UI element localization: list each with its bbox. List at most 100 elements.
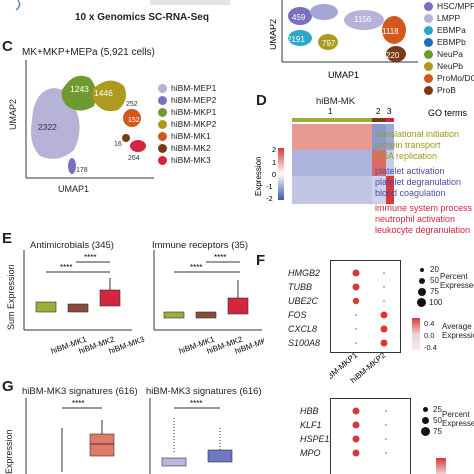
axis-label: UMAP1: [328, 70, 359, 80]
cluster-mk2: [122, 134, 130, 142]
dot: [355, 342, 357, 344]
top-right-umap: 459 1156 2191 797 1118 220 UMAP2 UMAP1: [270, 0, 418, 80]
go-term: protein transport: [375, 140, 441, 150]
color-legend-title: Average Expression: [442, 322, 474, 340]
panel-e-title-1: Antimicrobials (345): [30, 240, 114, 251]
cluster-count: 264: [128, 155, 140, 162]
legend-label: hiBM-MK1: [171, 131, 211, 141]
group-label: 1: [328, 108, 333, 116]
cluster-mk1: [123, 109, 141, 127]
dotplot-bottom: [330, 398, 411, 474]
panel-g-boxplots: **** ****: [25, 398, 233, 474]
gene-label: MPO: [300, 448, 321, 458]
cluster-count: 152: [128, 117, 140, 124]
cluster-mkp2: [92, 80, 126, 112]
gene-label: TUBB: [288, 282, 313, 292]
legend-label: hiBM-MEP1: [171, 83, 217, 93]
dotplot-top-xlabels: hiBM-MKP1 hiBM-MKP2: [330, 352, 388, 385]
colorbar: [278, 148, 284, 200]
cluster-mk3: [130, 140, 146, 152]
color-legend-bar-bottom: [436, 458, 446, 474]
significance: ****: [214, 253, 226, 262]
go-term: neutrophil activation: [375, 214, 456, 224]
color-tick: -0.4: [424, 343, 437, 352]
gene-list-top: HMGB2 TUBB UBE2C FOS CXCL8 S100A8: [288, 266, 320, 350]
cluster-mkp1: [61, 75, 97, 111]
significance: ****: [190, 399, 202, 408]
panel-c-legend: hiBM-MEP1 hiBM-MEP2 hiBM-MKP1 hiBM-MKP2 …: [158, 82, 216, 166]
size-legend: 20 50 75 100: [416, 264, 442, 308]
cluster-count: 797: [322, 39, 336, 48]
legend-label: hiBM-MKP2: [171, 119, 217, 129]
heat-block: [292, 176, 372, 204]
partial-icon: [15, 0, 21, 11]
legend-label: NeuPb: [437, 61, 463, 71]
dot: [385, 452, 387, 454]
top-strip: [15, 0, 230, 11]
box-mk2: [195, 311, 217, 319]
box-mk: [207, 449, 233, 463]
cluster-count: 2191: [287, 35, 305, 44]
gene-list-bottom: HBB KLF1 HSPE1 MPO: [300, 404, 330, 460]
colorbar-tick: 0: [272, 170, 276, 179]
cluster-2191: [288, 30, 312, 46]
dot: [383, 272, 385, 274]
panel-e-boxplots: **** **** **** **** hiBM-MK1 hiBM-MK2 hi…: [23, 250, 264, 356]
dotplot-top: [330, 260, 401, 353]
dot: [383, 300, 385, 302]
panel-c-title: MK+MKP+MEPa (5,921 cells): [22, 47, 155, 58]
panel-letter-d: D: [256, 92, 267, 109]
group-bar-1: [292, 118, 372, 122]
size-legend-title-bottom: Percent Expressed: [442, 410, 474, 428]
panel-g-title-1: hiBM-MK3 signatures (616): [22, 386, 138, 397]
heat-block: [292, 150, 372, 176]
dot: [352, 435, 360, 443]
panel-g-title-2: hiBM-MK3 signatures (616): [146, 386, 262, 397]
partial-shape: [150, 0, 230, 5]
dot: [380, 325, 388, 333]
cluster-ebmp: [344, 10, 384, 30]
group-bar-2: [372, 118, 386, 122]
heat-block: [386, 150, 394, 176]
box-mk1: [35, 301, 57, 313]
go-term: DNA replication: [375, 151, 438, 161]
gene-label: FOS: [288, 310, 307, 320]
panel-letter-f: F: [256, 252, 266, 269]
dot: [385, 424, 387, 426]
panel-d-heatmap: 2 1 0 -1 -2 Expression 1 2 3 GO terms: [254, 108, 468, 204]
heat-block: [386, 176, 394, 204]
dotplot-frame: [330, 398, 411, 474]
color-legend-bar: [412, 318, 420, 350]
cluster-count: 1118: [382, 27, 399, 36]
go-terms-list: translational initiation protein transpo…: [375, 129, 472, 236]
panel-e-title-2: Immune receptors (35): [152, 240, 249, 251]
dot: [352, 421, 360, 429]
cluster-count: 220: [386, 51, 400, 60]
go-term: platelet activation: [375, 166, 445, 176]
size-value: 50: [430, 276, 439, 285]
panel-letter-c: C: [2, 38, 13, 55]
panel-d-title: hiBM-MK: [316, 96, 356, 107]
group-label: 3: [387, 108, 392, 116]
boxplot-2: **** ****: [153, 250, 262, 331]
boxplot-g2: ****: [149, 398, 233, 474]
gene-label: KLF1: [300, 420, 322, 430]
dot: [385, 410, 387, 412]
size-value: 20: [430, 265, 439, 274]
box-mk3: [99, 289, 121, 307]
axis-label: UMAP2: [270, 19, 278, 50]
panel-c-ylabel: UMAP2: [8, 98, 18, 130]
dot: [355, 314, 357, 316]
cluster-count: 459: [292, 13, 306, 22]
legend-label: NeuPa: [437, 49, 463, 59]
dotplot-frame: [330, 260, 401, 353]
significance: ****: [84, 253, 96, 262]
cluster-797: [318, 34, 338, 50]
cluster-count: 2322: [38, 122, 57, 132]
size-value: 75: [433, 427, 442, 436]
dot: [355, 328, 357, 330]
cluster-mep2: [68, 158, 76, 174]
go-term: leukocyte degranulation: [375, 225, 471, 235]
colorbar-label: Expression: [254, 156, 263, 196]
cluster-count: 16: [114, 141, 122, 148]
